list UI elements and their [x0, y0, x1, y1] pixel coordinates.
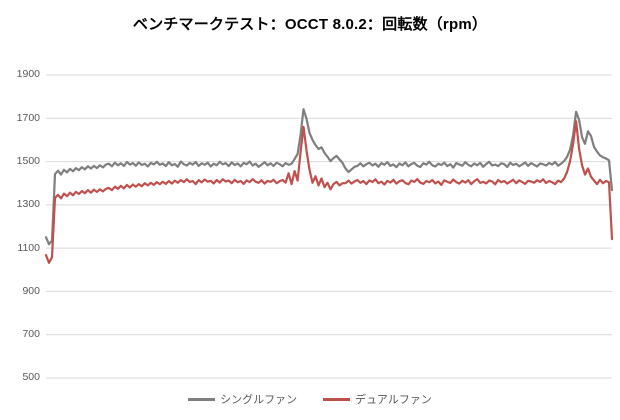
single-fan-line-swatch — [188, 397, 216, 401]
series-line-single-fan — [44, 108, 614, 246]
y-axis-tick-label: 700 — [22, 328, 40, 340]
y-axis-tick-label: 500 — [22, 371, 40, 383]
legend-item-single-fan: シングルファン — [188, 391, 297, 407]
legend-item-dual-fan: デュアルファン — [323, 391, 432, 407]
series-line-dual-fan — [44, 120, 614, 264]
y-axis-tick-label: 900 — [22, 285, 40, 297]
plot-area — [44, 74, 614, 379]
y-axis-tick-label: 1100 — [17, 242, 40, 254]
chart-title: ベンチマークテスト：OCCT 8.0.2：回転数（rpm） — [132, 16, 488, 33]
legend-label-dual-fan: デュアルファン — [355, 394, 432, 406]
legend: シングルファン デュアルファン — [0, 391, 620, 407]
dual-fan-line-swatch — [323, 397, 351, 401]
y-axis-tick-label: 1300 — [16, 198, 40, 210]
legend-label-single-fan: シングルファン — [220, 394, 298, 406]
y-axis-tick-label: 1500 — [16, 155, 40, 167]
y-axis-tick-label: 1900 — [16, 68, 40, 80]
y-axis-tick-label: 1700 — [16, 112, 40, 124]
